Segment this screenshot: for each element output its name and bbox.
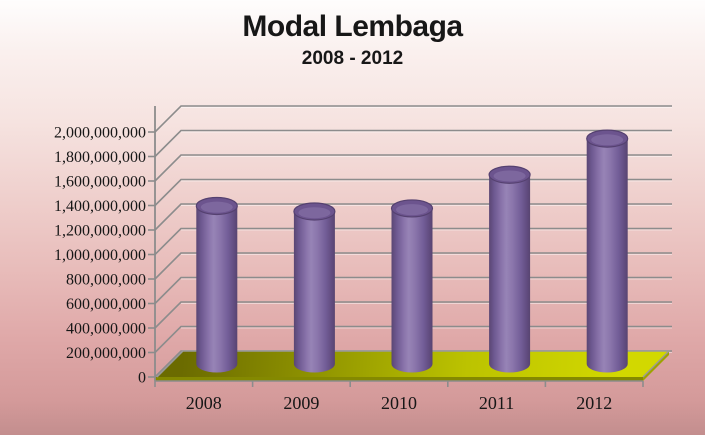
floor-right-face [643, 351, 669, 381]
y-tick-label: 400,000,000 [66, 321, 146, 338]
x-tick-label-2012: 2012 [576, 393, 612, 413]
bar-top-2012 [586, 129, 629, 148]
bar-body-2011 [489, 174, 531, 373]
y-tick-label: 1,200,000,000 [54, 223, 146, 240]
y-tick-label: 800,000,000 [66, 272, 146, 289]
y-tick-label: 1,800,000,000 [54, 149, 146, 166]
y-tick-label: 1,000,000,000 [54, 247, 146, 264]
chart-subtitle: 2008 - 2012 [301, 48, 404, 69]
y-tick-label: 200,000,000 [66, 345, 146, 362]
bar-top-sheen-2012 [591, 134, 624, 146]
gridline [154, 105, 672, 133]
y-tick-label: 0 [138, 370, 146, 387]
bar-top-sheen-2009 [298, 207, 331, 219]
bar-body-2010 [391, 208, 433, 373]
bar-top-2010 [390, 199, 434, 218]
bar-body-2009 [293, 211, 335, 373]
bar-top-sheen-2010 [396, 204, 428, 216]
gridline [154, 154, 672, 182]
y-tick-label: 600,000,000 [66, 296, 146, 313]
chart-title: Modal Lembaga [242, 10, 463, 43]
bar-body-2012 [586, 138, 628, 373]
floor-front-face [155, 377, 643, 381]
bar-top-sheen-2008 [200, 201, 233, 213]
bar-top-2009 [293, 202, 336, 221]
gridline [154, 129, 672, 158]
bar-top-2011 [488, 165, 531, 184]
x-tick-label-2010: 2010 [381, 393, 417, 413]
y-tick-label: 1,400,000,000 [54, 198, 146, 215]
x-tick-label-2009: 2009 [283, 393, 319, 413]
x-tick-label-2011: 2011 [479, 393, 514, 413]
x-tick-label-2008: 2008 [186, 393, 222, 413]
y-tick-label: 1,600,000,000 [54, 174, 146, 191]
bar-top-sheen-2011 [493, 170, 526, 182]
bar-top-2008 [195, 196, 238, 216]
y-tick-label: 2,000,000,000 [54, 125, 146, 142]
bar-body-2008 [196, 205, 238, 373]
